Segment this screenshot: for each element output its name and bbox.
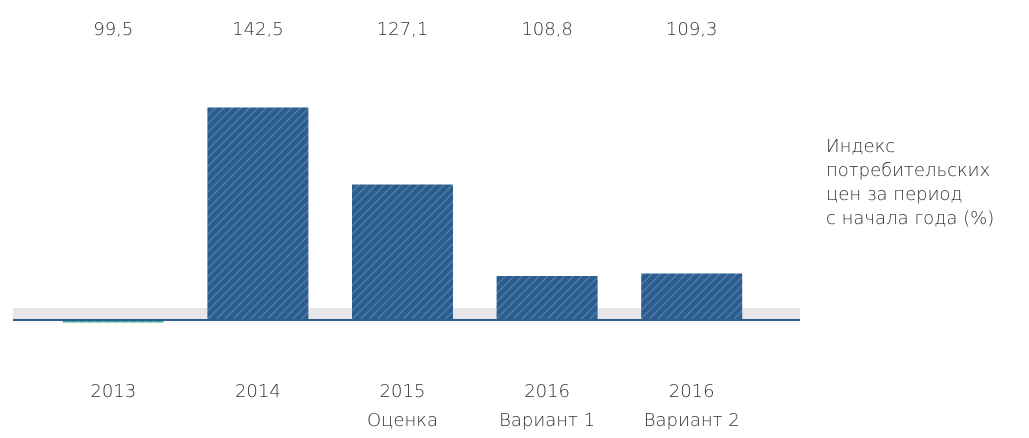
annotation: цен за период [826, 184, 963, 205]
x-tick-label: 2015 [380, 381, 426, 402]
value-label: 99,5 [93, 19, 133, 40]
x-tick-label: 2016 [669, 381, 715, 402]
value-label: 127,1 [377, 19, 429, 40]
bar [352, 184, 453, 320]
x-tick-label: 2014 [235, 381, 281, 402]
x-tick-label: Вариант 2 [644, 410, 740, 431]
annotation: потребительских [826, 160, 990, 181]
annotation: с начала года (%) [826, 208, 994, 229]
bar [207, 107, 309, 320]
bar [496, 276, 598, 320]
annotation: Индекс [826, 136, 895, 157]
value-label: 109,3 [666, 19, 718, 40]
bar [641, 273, 743, 320]
x-tick-label: Вариант 1 [499, 410, 595, 431]
value-label: 108,8 [521, 19, 573, 40]
value-label: 142,5 [232, 19, 284, 40]
x-tick-label: 2013 [90, 381, 136, 402]
x-tick-label: 2016 [524, 381, 570, 402]
bar [62, 320, 164, 323]
x-tick-label: Оценка [367, 410, 438, 431]
